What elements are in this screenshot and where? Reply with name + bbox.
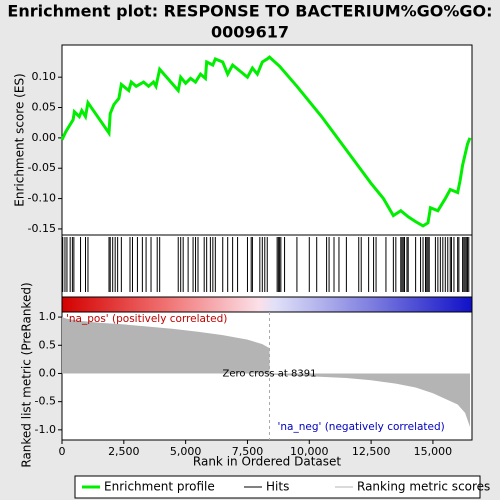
x-tick-label: 10,000 (290, 445, 329, 458)
x-tick-label: 12,500 (352, 445, 391, 458)
legend-label: Enrichment profile (104, 480, 215, 494)
es-line (60, 55, 472, 228)
y-tick-label: 1.0 (39, 310, 57, 323)
x-axis-label: Rank in Ordered Dataset (193, 455, 341, 469)
rank-color-band (62, 297, 472, 312)
y-tick-label: -1.0 (35, 423, 56, 436)
legend-label: Hits (266, 480, 289, 494)
y-tick-label: 0.05 (32, 101, 57, 114)
x-tick-label: 5,000 (170, 445, 202, 458)
chart-title: 0009617 (211, 23, 289, 42)
metric-area (62, 317, 471, 428)
y-tick-label: -0.05 (28, 161, 56, 174)
y-tick-label: -0.15 (28, 222, 56, 235)
x-tick-label: 7,500 (232, 445, 264, 458)
annotation: Zero cross at 8391 (223, 368, 317, 379)
y-tick-label: 0.10 (32, 70, 57, 83)
y-tick-label: 0.00 (32, 131, 57, 144)
x-tick-label: 15,000 (414, 445, 453, 458)
y-tick-label: -0.10 (28, 192, 56, 205)
annotation: 'na_neg' (negatively correlated) (277, 421, 444, 433)
y-tick-label: -0.5 (35, 395, 56, 408)
y-tick-label: 0.0 (39, 366, 57, 379)
legend-label: Ranking metric scores (357, 480, 490, 494)
y-axis-label: Ranked list metric (PreRanked) (20, 282, 34, 467)
y-axis-label: Enrichment score (ES) (13, 73, 27, 206)
plot-frame (61, 44, 473, 441)
legend (74, 475, 481, 499)
annotation: 'na_pos' (positively correlated) (66, 313, 227, 325)
y-tick-label: 0.5 (39, 338, 57, 351)
chart-title: Enrichment plot: RESPONSE TO BACTERIUM%G… (7, 2, 492, 21)
x-tick-label: 0 (59, 445, 66, 458)
x-tick-label: 2,500 (108, 445, 140, 458)
